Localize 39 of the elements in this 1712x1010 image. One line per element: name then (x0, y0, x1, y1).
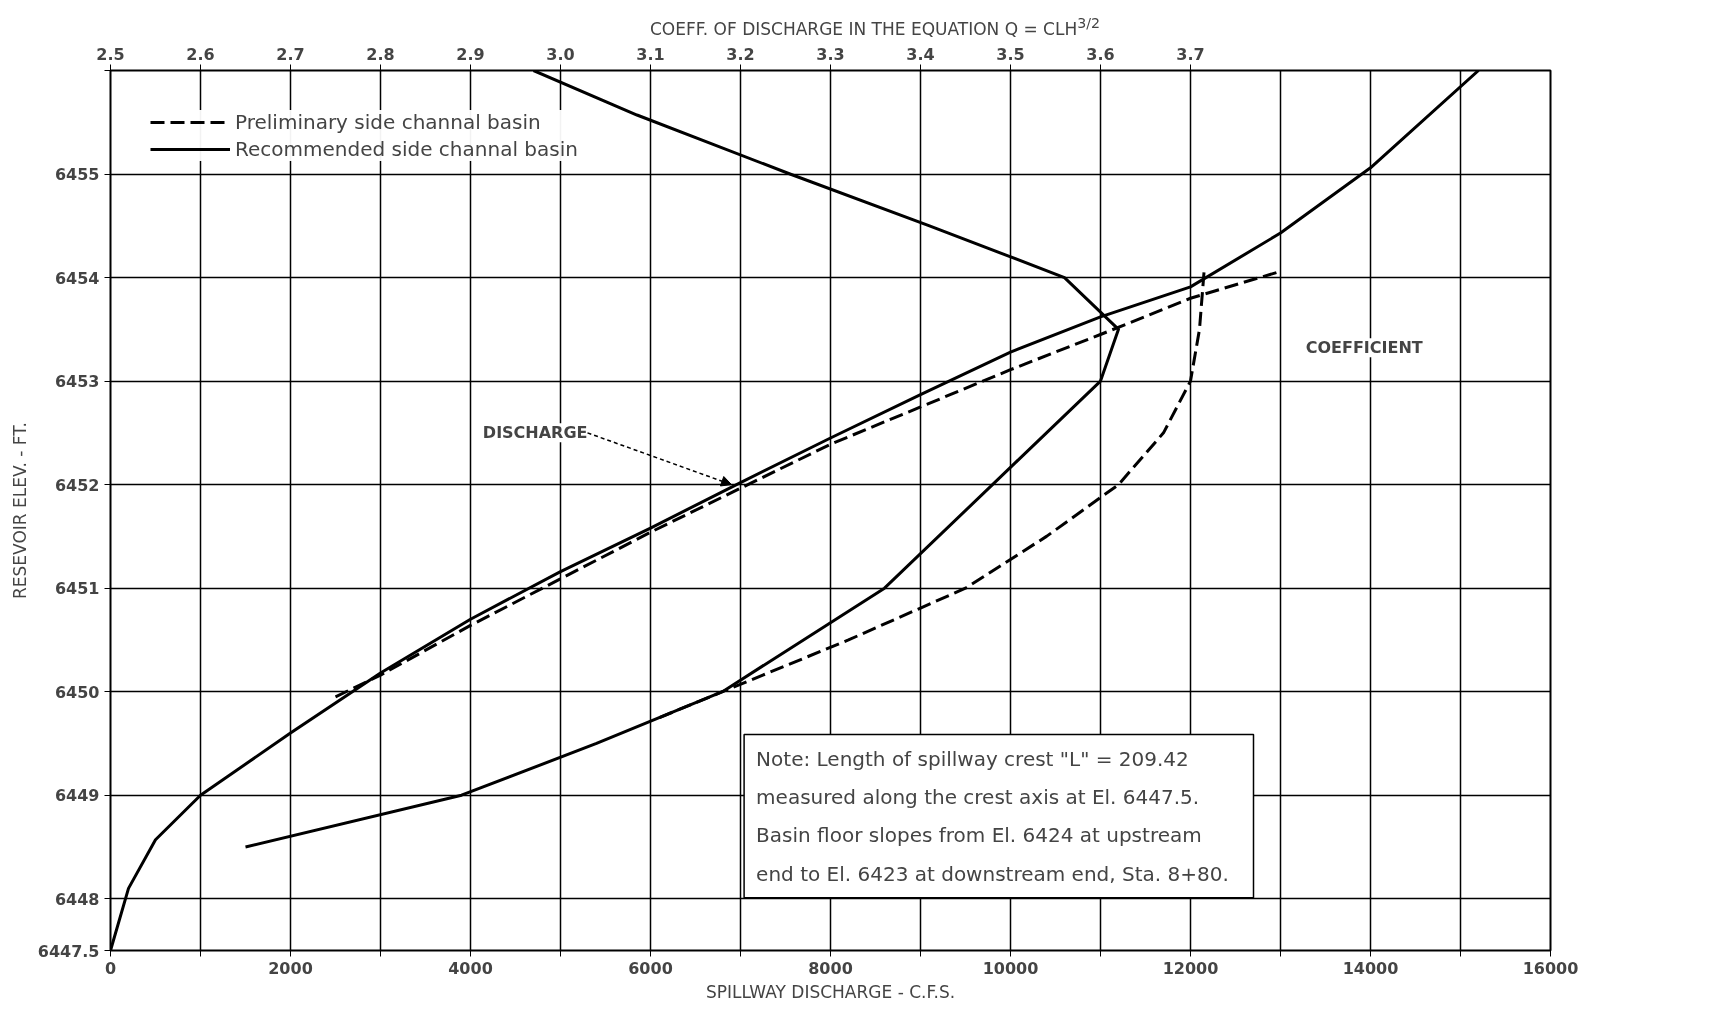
legend-label: Recommended side channal basin (235, 137, 578, 161)
y-tick-label: 6453 (54, 372, 100, 392)
x2-tick-label: 3.2 (726, 44, 755, 64)
y-tick-label: 6452 (54, 475, 100, 495)
y-tick-label: 6450 (54, 682, 100, 702)
x2-tick-label: 2.9 (456, 44, 485, 64)
x-tick-label: 16000 (1522, 958, 1579, 978)
x2-tick-label: 2.5 (96, 44, 125, 64)
x2-tick-label: 3.1 (636, 44, 665, 64)
x2-tick-label: 3.0 (546, 44, 575, 64)
annotation: COEFFICIENT (1305, 338, 1423, 358)
x-tick-label: 4000 (448, 958, 493, 978)
x2-tick-label: 3.3 (816, 44, 845, 64)
x2-tick-label: 2.6 (186, 44, 215, 64)
x2-tick-label: 2.7 (276, 44, 305, 64)
y-tick-label: 6448 (54, 889, 100, 909)
y-tick-label: 6447.5 (37, 941, 100, 961)
x2-tick-label: 3.5 (996, 44, 1025, 64)
x-axis-title: SPILLWAY DISCHARGE - C.F.S. (705, 981, 956, 1002)
annotation: DISCHARGE (482, 423, 588, 443)
x2-tick-label: 3.7 (1176, 44, 1205, 64)
x-tick-label: 10000 (982, 958, 1039, 978)
x2-tick-label: 2.8 (366, 44, 395, 64)
legend-label: Preliminary side channal basin (235, 110, 541, 134)
annotation: Note: Length of spillway crest "L" = 209.42 measured along the crest axis at El. 6447.5. Basin floor slopes from El. 6424 at upstream end to El. 6423 at downstream end, Sta. 8+80. (756, 746, 1229, 886)
x-tick-label: 14000 (1342, 958, 1399, 978)
y-tick-label: 6451 (54, 579, 100, 599)
x-tick-label: 2000 (268, 958, 313, 978)
x2-axis-title: COEFF. OF DISCHARGE IN THE EQUATION Q = CLH$^{3/2}$ (649, 14, 1101, 41)
y-tick-label: 6454 (54, 268, 100, 288)
y-tick-label: 6449 (54, 786, 100, 806)
x-tick-label: 12000 (1162, 958, 1219, 978)
x2-tick-label: 3.4 (906, 44, 935, 64)
x-tick-label: 6000 (628, 958, 673, 978)
x-tick-label: 8000 (808, 958, 853, 978)
y-tick-label: 6455 (54, 165, 100, 185)
y-axis-title: RESEVOIR ELEV. - FT. (9, 421, 30, 600)
x-tick-label: 0 (104, 958, 117, 978)
x2-tick-label: 3.6 (1086, 44, 1115, 64)
